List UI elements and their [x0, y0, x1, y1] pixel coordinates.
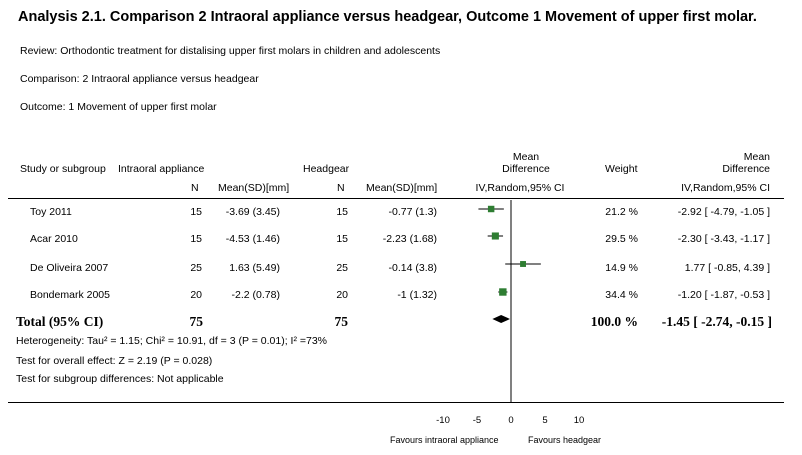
study-marker — [487, 205, 495, 213]
page-title: Analysis 2.1. Comparison 2 Intraoral app… — [18, 9, 757, 25]
tick-label: 10 — [574, 415, 585, 426]
footer-rule — [8, 402, 784, 403]
header-mean2: Mean(SD)[mm] — [366, 182, 438, 194]
row-n1: 25 — [190, 262, 202, 274]
total-weight: 100.0 % — [590, 314, 638, 329]
row-study: Toy 2011 — [30, 206, 72, 218]
header-md-line3: IV,Random,95% CI — [475, 182, 565, 194]
tick-label: -10 — [436, 415, 450, 426]
row-mean2: -2.23 (1.68) — [382, 233, 437, 245]
row-ci: -2.92 [ -4.79, -1.05 ] — [677, 206, 770, 218]
row-ci: 1.77 [ -0.85, 4.39 ] — [684, 262, 770, 274]
total-ci: -1.45 [ -2.74, -0.15 ] — [661, 314, 772, 329]
row-mean2: -0.77 (1.3) — [388, 206, 437, 218]
row-ci: -2.30 [ -3.43, -1.17 ] — [677, 233, 770, 245]
favours-left-label: Favours intraoral appliance — [390, 435, 499, 445]
header-weight: Weight — [605, 163, 638, 175]
study-marker — [520, 261, 526, 267]
row-mean1: -3.69 (3.45) — [225, 206, 280, 218]
total-n2: 75 — [334, 314, 349, 329]
study-marker — [499, 288, 507, 296]
review-line: Review: Orthodontic treatment for distal… — [20, 45, 441, 57]
row-weight: 29.5 % — [605, 233, 638, 245]
header-md-line1: Mean — [512, 151, 540, 163]
header-n2: N — [337, 182, 345, 194]
overall-effect-text: Test for overall effect: Z = 2.19 (P = 0… — [16, 355, 213, 367]
tick-label: 5 — [542, 415, 547, 426]
row-n2: 15 — [336, 233, 348, 245]
row-mean1: -2.2 (0.78) — [231, 289, 280, 301]
row-n1: 15 — [190, 206, 202, 218]
header-md2-line3: IV,Random,95% CI — [681, 182, 770, 194]
heterogeneity-text: Heterogeneity: Tau² = 1.15; Chi² = 10.91… — [16, 335, 328, 347]
comparison-line: Comparison: 2 Intraoral appliance versus… — [20, 73, 259, 85]
row-weight: 14.9 % — [605, 262, 638, 274]
row-weight: 34.4 % — [605, 289, 638, 301]
row-ci: -1.20 [ -1.87, -0.53 ] — [677, 289, 770, 301]
row-n1: 15 — [190, 233, 202, 245]
subgroup-diff-text: Test for subgroup differences: Not appli… — [16, 373, 224, 385]
tick-label: -5 — [473, 415, 481, 426]
row-study: Bondemark 2005 — [30, 289, 110, 301]
header-md-line2: Difference — [502, 163, 550, 175]
header-group1: Intraoral appliance — [118, 163, 205, 175]
row-n2: 20 — [336, 289, 348, 301]
row-weight: 21.2 % — [605, 206, 638, 218]
header-group2: Headgear — [303, 163, 350, 175]
header-mean1: Mean(SD)[mm] — [218, 182, 290, 194]
row-study: Acar 2010 — [30, 233, 78, 245]
header-rule — [8, 198, 784, 199]
tick-label: 0 — [508, 415, 513, 426]
header-study: Study or subgroup — [20, 163, 106, 175]
pooled-diamond — [492, 315, 510, 323]
total-n1: 75 — [189, 314, 204, 329]
row-mean1: 1.63 (5.49) — [229, 262, 280, 274]
row-mean2: -1 (1.32) — [397, 289, 437, 301]
row-mean2: -0.14 (3.8) — [388, 262, 437, 274]
favours-right-label: Favours headgear — [528, 435, 602, 445]
study-marker — [491, 232, 499, 240]
total-label: Total (95% CI) — [16, 314, 104, 329]
row-study: De Oliveira 2007 — [30, 262, 109, 274]
row-n2: 15 — [336, 206, 348, 218]
header-md2-line1: Mean — [743, 151, 770, 163]
row-n1: 20 — [190, 289, 202, 301]
row-mean1: -4.53 (1.46) — [225, 233, 280, 245]
header-n1: N — [191, 182, 199, 194]
row-n2: 25 — [336, 262, 348, 274]
outcome-line: Outcome: 1 Movement of upper first molar — [20, 101, 217, 113]
header-md2-line2: Difference — [722, 163, 770, 175]
